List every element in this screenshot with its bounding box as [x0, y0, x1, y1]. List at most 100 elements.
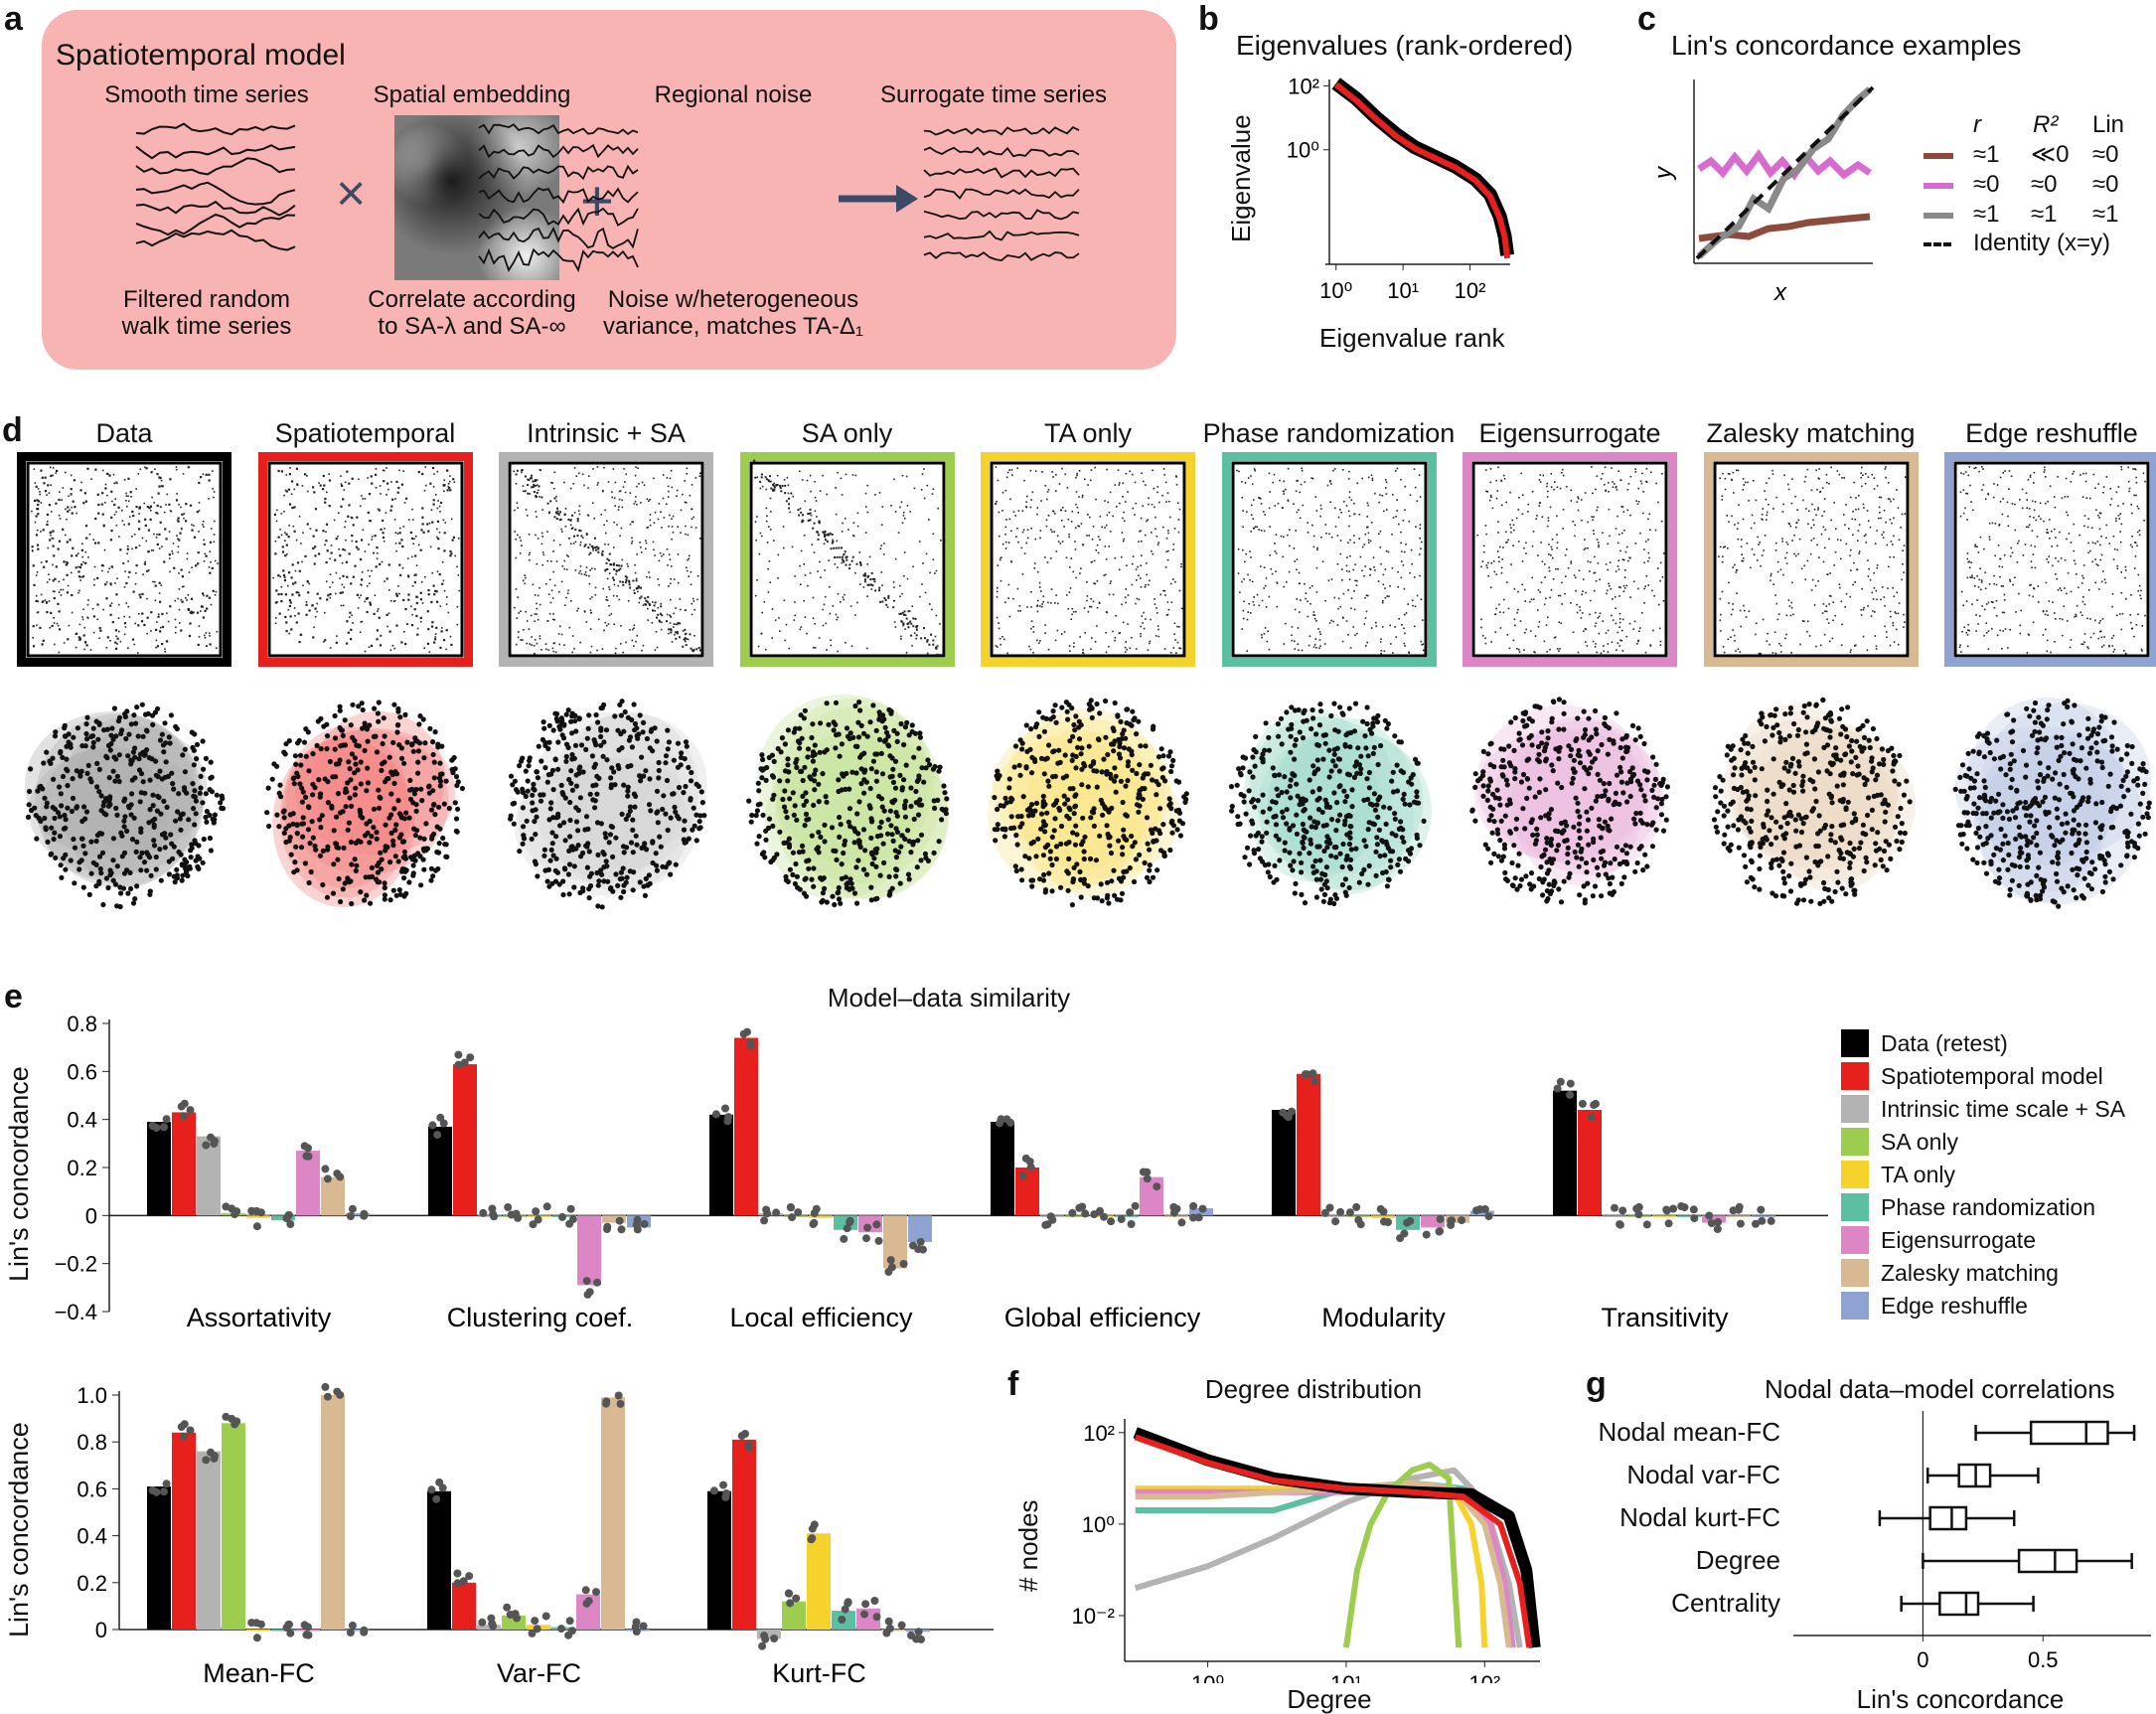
dot-1-4-3 — [542, 1613, 550, 1621]
dot-2-8-3 — [917, 1238, 925, 1246]
c-swatch-1 — [1924, 183, 1953, 189]
bar-2-0 — [707, 1491, 731, 1630]
f-ytick-2: 10⁻² — [1072, 1604, 1115, 1629]
b-xtick-2: 10² — [1455, 278, 1486, 303]
c-row-0-r: ≈1 — [1973, 141, 2000, 169]
svg-e1-ytick-4: 0 — [85, 1203, 97, 1228]
dot-1-2-0 — [479, 1209, 487, 1217]
caption-noise-1: Noise w/heterogeneous — [608, 286, 858, 314]
legend-swatch — [1841, 1292, 1869, 1320]
dot-0-4-0 — [253, 1634, 261, 1641]
dot-3-6-1 — [1144, 1174, 1152, 1182]
dot-2-0-3 — [721, 1105, 729, 1113]
dot-4-1-3 — [1309, 1069, 1316, 1077]
dot-0-1-2 — [181, 1420, 189, 1428]
legend-label: Phase randomization — [1881, 1193, 2095, 1221]
dot-2-1-2 — [740, 1030, 748, 1038]
dot-2-1-3 — [745, 1444, 753, 1452]
dot-2-4-3 — [809, 1525, 817, 1533]
dot-0-2-3 — [202, 1456, 210, 1464]
caption-spatial-2: to SA-λ and SA-∞ — [378, 313, 565, 341]
g-xtick-1: 0.5 — [2028, 1647, 2059, 1672]
bar-0-6 — [296, 1151, 320, 1215]
arrow-icon — [839, 185, 918, 213]
dot-1-0-0 — [428, 1121, 436, 1129]
dot-0-0-2 — [160, 1123, 168, 1131]
dot-1-1-3 — [466, 1053, 474, 1061]
legend-label: Edge reshuffle — [1881, 1292, 2028, 1320]
dot-2-4-3 — [811, 1209, 819, 1217]
dot-0-8-3 — [360, 1210, 368, 1218]
network-graph-2 — [491, 676, 721, 930]
c-row-1-r: ≈0 — [1973, 171, 2000, 199]
dot-5-0-2 — [1554, 1085, 1562, 1093]
dot-2-4-1 — [808, 1534, 816, 1542]
dot-2-8-2 — [914, 1245, 922, 1253]
model-title-3: SA only — [802, 419, 893, 447]
dot-0-7-3 — [321, 1165, 329, 1172]
dot-0-6-1 — [301, 1142, 309, 1150]
dot-4-6-2 — [1436, 1228, 1444, 1236]
bar-5-4 — [1652, 1215, 1676, 1217]
dot-1-2-3 — [490, 1212, 498, 1220]
network-graph-4 — [973, 676, 1203, 930]
panel-g-title: Nodal data–model correlations — [1765, 1375, 2115, 1403]
dot-3-4-2 — [1090, 1210, 1098, 1218]
panel-b-xlabel: Eigenvalue rank — [1319, 324, 1504, 352]
dot-1-6-1 — [593, 1279, 601, 1287]
f-xtick-0: 10⁰ — [1191, 1671, 1224, 1683]
times-sign: × — [336, 165, 366, 223]
dot-2-7-2 — [882, 1630, 890, 1637]
dot-2-3-3 — [787, 1203, 795, 1211]
f-series-1 — [1136, 1437, 1530, 1647]
dot-1-6-2 — [583, 1277, 591, 1285]
panel-c-title: Lin's concordance examples — [1671, 32, 2021, 60]
dot-0-2-3 — [202, 1142, 210, 1150]
legend-swatch — [1841, 1259, 1869, 1287]
dot-1-0-0 — [427, 1485, 435, 1493]
legend-label: Data (retest) — [1881, 1029, 2008, 1057]
dot-1-4-2 — [530, 1220, 538, 1228]
bar-1-0 — [427, 1491, 451, 1630]
dot-5-1-2 — [1579, 1100, 1587, 1108]
c-row-2-lin: ≈1 — [2092, 201, 2119, 229]
dot-4-4-3 — [1380, 1218, 1388, 1226]
dot-2-8-2 — [912, 1636, 920, 1643]
dot-0-8-3 — [360, 1627, 368, 1635]
dot-0-6-3 — [302, 1153, 310, 1161]
dot-1-8-3 — [632, 1623, 640, 1631]
dot-2-1-2 — [738, 1432, 746, 1440]
dot-3-5-2 — [1118, 1215, 1126, 1223]
dot-0-5-3 — [285, 1621, 293, 1629]
legend-label: SA only — [1881, 1128, 1958, 1156]
dot-3-4-1 — [1100, 1213, 1108, 1221]
dot-3-3-3 — [1078, 1203, 1086, 1211]
dot-5-4-3 — [1665, 1219, 1673, 1227]
panel-f-xlabel: Degree — [1287, 1685, 1371, 1713]
legend-swatch — [1841, 1226, 1869, 1254]
network-graph-5 — [1214, 676, 1445, 930]
c-row-2-r2: ≈1 — [2031, 201, 2058, 229]
c-swatch-0 — [1924, 153, 1953, 159]
dot-1-7-2 — [603, 1225, 611, 1233]
bar-1-1 — [453, 1064, 477, 1215]
spatial-embedding-image — [394, 115, 559, 280]
dot-2-7-3 — [887, 1256, 895, 1264]
dot-0-5-2 — [286, 1220, 294, 1228]
dot-2-1-3 — [747, 1042, 755, 1050]
svg-e2-ytick-0: 1.0 — [77, 1383, 107, 1408]
dot-3-5-3 — [1126, 1208, 1134, 1216]
concordance-examples-chart: yx — [1649, 70, 1878, 308]
dot-5-0-0 — [1557, 1078, 1565, 1086]
dot-0-7-1 — [324, 1174, 332, 1182]
legend-swatch — [1841, 1128, 1869, 1156]
dot-5-8-2 — [1757, 1206, 1765, 1214]
dot-4-0-3 — [1285, 1113, 1293, 1121]
bar-5-1 — [1578, 1110, 1602, 1215]
b-xtick-1: 10¹ — [1387, 278, 1419, 303]
dot-3-1-1 — [1027, 1164, 1035, 1171]
dot-5-2-2 — [1617, 1221, 1624, 1229]
dot-0-0-3 — [153, 1124, 161, 1132]
dot-1-1-3 — [465, 1572, 473, 1580]
c-row-1-r2: ≈0 — [2031, 171, 2058, 199]
